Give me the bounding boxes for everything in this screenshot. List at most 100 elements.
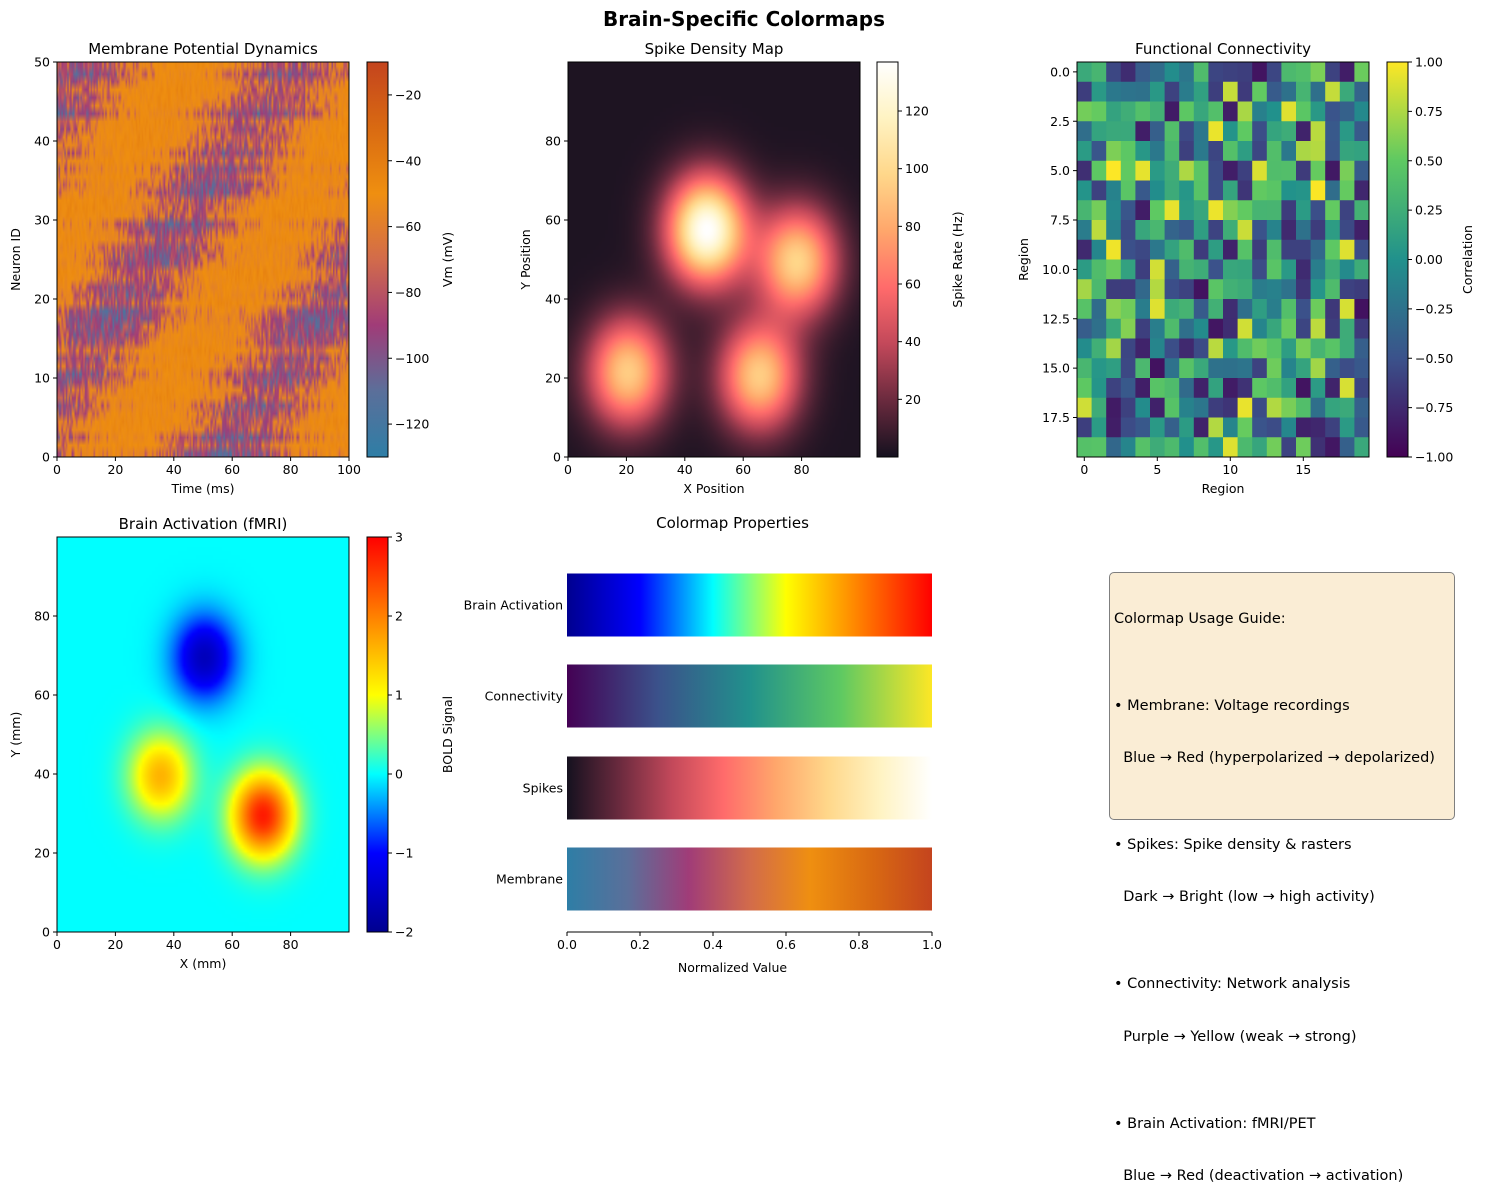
guide-line: Dark → Bright (low → high activity) [1114,889,1375,906]
matrix-cell [1150,220,1165,241]
x-tick-label: 40 [677,462,693,477]
matrix-cell [1237,180,1253,201]
matrix-cell [1120,417,1136,438]
matrix-cell [1252,358,1268,379]
category-label: Connectivity [485,689,564,704]
matrix-cell [1106,141,1122,162]
y-tick-label: 80 [34,609,50,624]
y-tick-label: 7.5 [1050,213,1070,228]
matrix-cell [1150,180,1165,201]
matrix-cell [1193,299,1209,320]
matrix-cell [1223,121,1238,142]
matrix-cell [1120,338,1136,359]
membrane-heatmap [57,62,349,457]
matrix-cell [1120,121,1136,142]
colormap-bar [567,847,932,911]
matrix-cell [1077,378,1092,399]
colorbar-label: Vm (mV) [440,232,455,287]
matrix-cell [1135,121,1151,142]
matrix-cell [1354,121,1370,142]
matrix-cell [1237,121,1253,142]
matrix-cell [1150,378,1165,399]
matrix-cell [1164,338,1180,359]
x-tick-label: 60 [735,462,751,477]
colorbar-frame [366,61,389,458]
x-tick-label: 0 [564,462,572,477]
matrix-cell [1237,397,1253,418]
colorbar-label: Spike Rate (Hz) [950,211,965,307]
matrix-cell [1266,378,1282,399]
matrix-cell [1208,338,1224,359]
matrix-cell [1252,160,1268,181]
y-tick-label: 20 [545,371,561,386]
matrix-cell [1193,437,1209,458]
y-tick-label: 30 [34,213,50,228]
matrix-cell [1325,141,1341,162]
matrix-cell [1237,62,1253,83]
x-tick-label: 0.2 [630,937,650,952]
matrix-cell [1193,358,1209,379]
matrix-cell [1164,318,1180,339]
matrix-cell [1208,239,1224,260]
matrix-cell [1223,62,1238,83]
matrix-cell [1325,338,1341,359]
matrix-cell [1179,62,1195,83]
matrix-cell [1135,417,1151,438]
matrix-cell [1193,62,1209,83]
matrix-cell [1281,180,1297,201]
matrix-cell [1281,437,1297,458]
x-tick-label: 80 [283,937,299,952]
matrix-cell [1339,378,1355,399]
y-tick-label: 0 [553,450,561,465]
matrix-cell [1237,239,1253,260]
matrix-cell [1339,259,1355,280]
matrix-cell [1237,101,1253,122]
matrix-cell [1193,378,1209,399]
matrix-cell [1223,299,1238,320]
matrix-cell [1179,121,1195,142]
matrix-cell [1252,62,1268,83]
y-tick-label: 0.0 [1050,64,1070,79]
matrix-cell [1252,417,1268,438]
matrix-cell [1296,299,1311,320]
matrix-cell [1281,200,1297,221]
matrix-cell [1193,160,1209,181]
matrix-cell [1193,259,1209,280]
matrix-cell [1164,62,1180,83]
category-label: Spikes [523,781,563,796]
matrix-cell [1237,81,1253,102]
y-tick-label: 60 [34,688,50,703]
x-tick-label: 0.8 [849,937,869,952]
matrix-cell [1077,437,1092,458]
matrix-cell [1208,62,1224,83]
matrix-cell [1354,81,1370,102]
matrix-cell [1252,180,1268,201]
matrix-cell [1106,279,1122,300]
x-tick-label: 0.6 [776,937,796,952]
matrix-cell [1077,200,1092,221]
matrix-cell [1339,397,1355,418]
matrix-cell [1339,437,1355,458]
matrix-cell [1266,318,1282,339]
matrix-cell [1252,338,1268,359]
spike-density-heatmap [568,62,860,457]
matrix-cell [1091,239,1107,260]
matrix-cell [1150,338,1165,359]
matrix-cell [1120,200,1136,221]
y-axis-label: Y Position [518,229,533,290]
matrix-cell [1281,417,1297,438]
matrix-cell [1281,259,1297,280]
matrix-cell [1237,141,1253,162]
matrix-cell [1179,397,1195,418]
matrix-cell [1281,62,1297,83]
matrix-cell [1150,318,1165,339]
x-axis-label: X (mm) [180,956,227,971]
x-axis-label: Normalized Value [678,960,787,975]
matrix-cell [1325,358,1341,379]
matrix-cell [1179,378,1195,399]
matrix-cell [1208,259,1224,280]
guide-line: Colormap Usage Guide: [1114,610,1286,627]
matrix-cell [1266,279,1282,300]
matrix-cell [1310,397,1326,418]
matrix-cell [1237,259,1253,280]
